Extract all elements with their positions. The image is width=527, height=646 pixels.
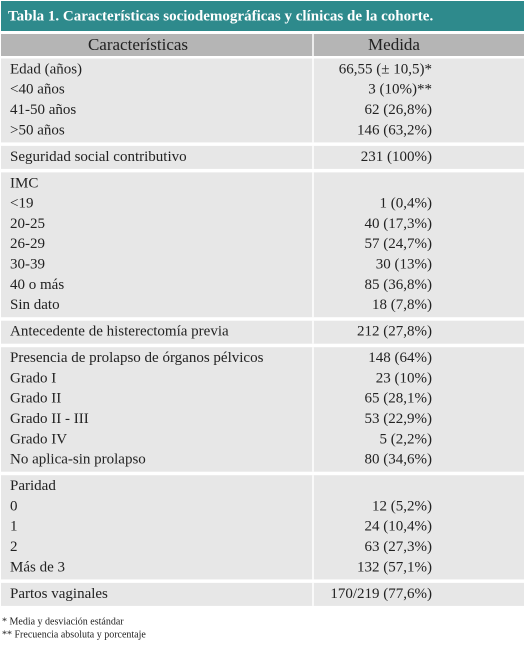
row-value: 24 (10,4%) — [365, 519, 433, 535]
row-label: No aplica-sin prolapso — [10, 452, 146, 468]
row-value: 132 (57,1%) — [357, 559, 432, 575]
row-value: 57 (24,7%) — [365, 236, 433, 252]
header-row — [1, 34, 524, 56]
row-label: 26-29 — [10, 236, 45, 252]
row-label: Presencia de prolapso de órganos pélvico… — [10, 350, 264, 366]
row-value: 65 (28,1%) — [365, 391, 433, 407]
row-value: 53 (22,9%) — [365, 411, 433, 427]
row-label: Partos vaginales — [10, 586, 108, 602]
row-value: 85 (36,8%) — [365, 277, 433, 293]
row-value: 5 (2,2%) — [380, 431, 433, 447]
row-group — [1, 475, 524, 580]
row-group — [1, 58, 524, 143]
row-label: Grado II — [10, 391, 61, 407]
row-value: 23 (10%) — [376, 370, 432, 386]
row-value: 3 (10%)** — [368, 82, 432, 98]
row-group — [1, 347, 524, 472]
row-value: 40 (17,3%) — [365, 216, 433, 232]
row-label: Grado I — [10, 370, 56, 386]
footnote: ** Frecuencia absoluta y porcentaje — [2, 629, 146, 640]
row-label: Más de 3 — [10, 559, 65, 575]
row-group — [1, 320, 524, 344]
row-label: IMC — [10, 175, 38, 191]
row-label: <40 años — [10, 82, 65, 98]
header-cell: Medida — [368, 35, 420, 54]
row-label: Edad (años) — [10, 61, 82, 77]
row-value: 66,55 (± 10,5)* — [339, 61, 432, 77]
row-value: 148 (64%) — [368, 350, 432, 366]
row-value: 62 (26,8%) — [365, 102, 433, 118]
row-label: >50 años — [10, 122, 65, 138]
row-label: Grado IV — [10, 431, 67, 447]
row-label: 0 — [10, 498, 18, 514]
row-label: 20-25 — [10, 216, 45, 232]
row-label: Seguridad social contributivo — [10, 149, 187, 165]
row-group — [1, 145, 524, 169]
row-label: 1 — [10, 519, 18, 535]
row-label: 40 o más — [10, 277, 64, 293]
row-label: <19 — [10, 196, 33, 212]
row-label: 41-50 años — [10, 102, 76, 118]
row-value: 146 (63,2%) — [357, 122, 432, 138]
row-value: 80 (34,6%) — [365, 452, 433, 468]
row-label: 30-39 — [10, 257, 45, 273]
row-value: 212 (27,8%) — [357, 324, 432, 340]
row-group — [1, 582, 524, 606]
header-cell: Características — [88, 35, 188, 54]
row-label: 2 — [10, 539, 18, 555]
row-label: Paridad — [10, 478, 56, 494]
row-value: 12 (5,2%) — [372, 498, 432, 514]
row-value: 1 (0,4%) — [380, 196, 433, 212]
row-value: 170/219 (77,6%) — [330, 586, 432, 602]
row-label: Grado II - III — [10, 411, 89, 427]
row-value: 63 (27,3%) — [365, 539, 433, 555]
table-title: Tabla 1. Características sociodemográfic… — [8, 8, 433, 24]
row-value: 231 (100%) — [361, 149, 432, 165]
row-group — [1, 172, 524, 318]
row-value: 30 (13%) — [376, 257, 432, 273]
row-label: Sin dato — [10, 297, 60, 313]
row-value: 18 (7,8%) — [372, 297, 432, 313]
row-label: Antecedente de histerectomía previa — [10, 324, 229, 340]
footnote: * Media y desviación estándar — [2, 616, 124, 627]
title-bar — [1, 1, 524, 31]
